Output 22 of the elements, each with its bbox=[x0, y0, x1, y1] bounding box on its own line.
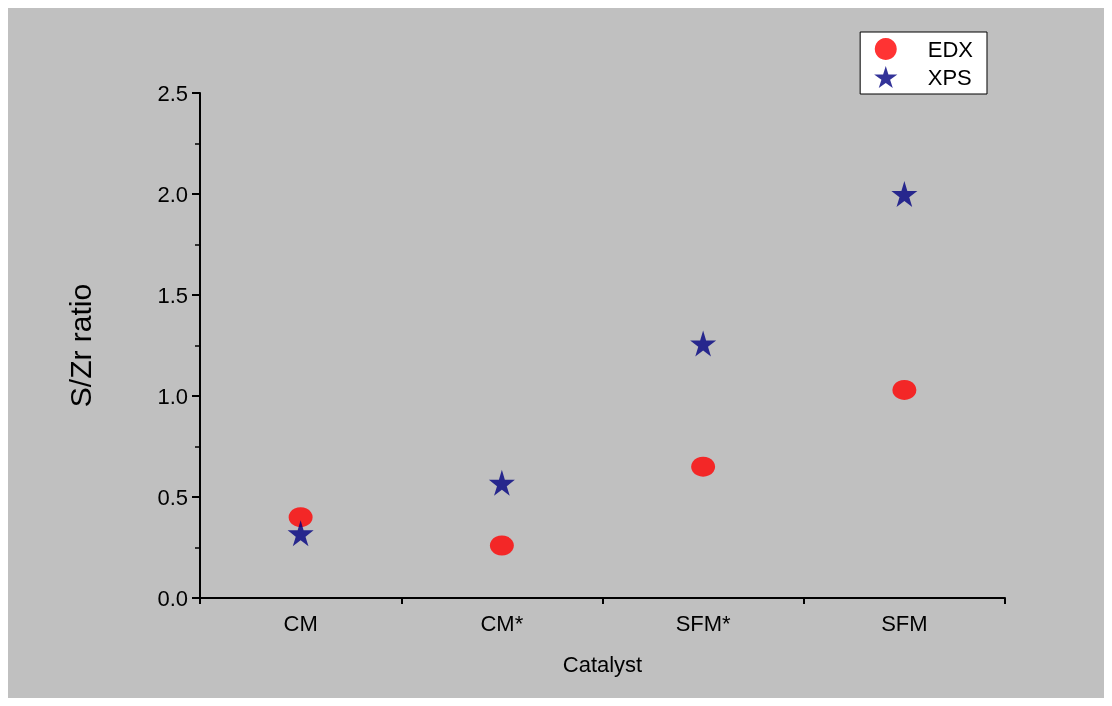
point bbox=[489, 535, 514, 556]
y-tick-label: 1.0 bbox=[157, 383, 188, 409]
point bbox=[691, 456, 716, 477]
x-tick-label: SFM bbox=[881, 610, 928, 636]
point bbox=[892, 379, 917, 400]
x-tick-label: SFM* bbox=[675, 610, 732, 636]
y-tick-label: 2.5 bbox=[157, 80, 188, 106]
point bbox=[288, 507, 313, 528]
y-tick-label: 0.5 bbox=[157, 484, 188, 510]
point bbox=[690, 330, 717, 357]
y-tick-label: 2.0 bbox=[157, 181, 188, 207]
y-axis-title: S/Zr ratio bbox=[63, 283, 97, 408]
y-tick-label: 1.5 bbox=[157, 282, 188, 308]
x-tick-label: CM* bbox=[480, 610, 524, 636]
point bbox=[287, 520, 314, 547]
x-axis-title: Catalyst bbox=[562, 651, 643, 677]
x-tick-label: CM bbox=[283, 610, 318, 636]
y-tick-label: 0.0 bbox=[157, 585, 188, 611]
legend-label: XPS bbox=[927, 64, 972, 90]
point bbox=[488, 469, 515, 496]
point bbox=[891, 181, 918, 207]
legend-label: EDX bbox=[927, 36, 974, 62]
